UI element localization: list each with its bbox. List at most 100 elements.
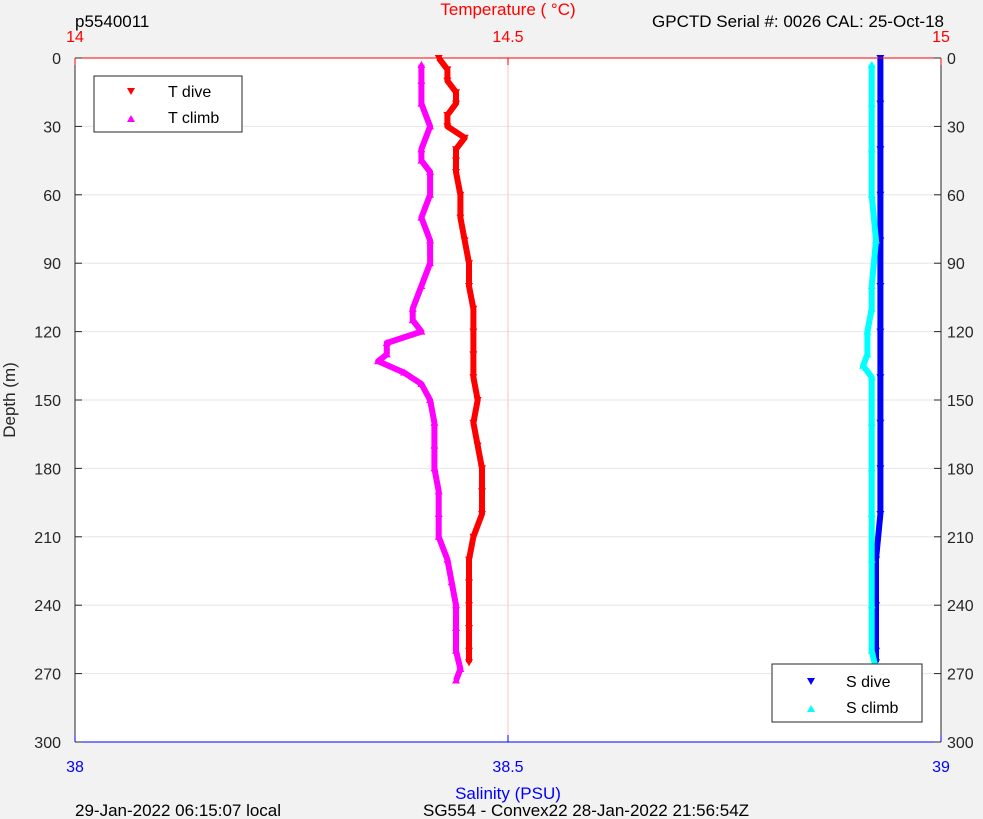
data-point <box>452 646 461 654</box>
data-point <box>434 510 443 517</box>
y-tick-label-left: 90 <box>43 256 61 273</box>
data-point <box>465 647 474 655</box>
top-tick-label: 14.5 <box>492 29 523 46</box>
data-point <box>469 305 478 313</box>
data-point <box>452 157 461 165</box>
data-point <box>443 123 452 131</box>
data-point <box>473 442 482 450</box>
y-tick-label-right: 300 <box>947 735 974 752</box>
legend-salinity-box <box>771 663 923 723</box>
dive-id-label: p5540011 <box>75 12 149 31</box>
y-tick-label-left: 30 <box>43 119 61 136</box>
data-point <box>452 146 461 154</box>
data-point <box>408 316 417 324</box>
data-point <box>426 236 435 244</box>
legend-s-climb-label: S climb <box>846 700 899 717</box>
data-point <box>443 66 452 74</box>
data-point <box>452 89 461 97</box>
data-point <box>443 77 452 85</box>
data-point <box>876 419 885 427</box>
data-point <box>417 380 426 388</box>
data-point <box>465 659 474 667</box>
series-trace <box>375 64 464 682</box>
y-tick-label-left: 180 <box>34 461 61 478</box>
y-tick-label-right: 180 <box>947 461 974 478</box>
legend-s-dive-marker <box>807 678 815 685</box>
data-point <box>863 350 872 358</box>
data-point <box>417 327 426 335</box>
data-point <box>417 76 426 84</box>
data-point <box>863 327 872 335</box>
legend-temperature: T dive T climb <box>93 75 243 133</box>
data-point <box>456 214 465 222</box>
data-point <box>465 579 474 587</box>
data-point <box>876 328 885 336</box>
data-point <box>876 283 885 290</box>
y-axis-title: Depth (m) <box>0 362 19 438</box>
data-point <box>478 511 487 518</box>
data-series <box>374 55 885 684</box>
footer-mission: SG554 - Convex22 28-Jan-2022 21:56:54Z <box>423 801 749 819</box>
data-point <box>867 510 876 517</box>
y-tick-label-left: 210 <box>34 530 61 547</box>
data-point <box>867 464 876 472</box>
axis-ticks: 0 0 30 30 60 60 90 90 120 120 150 150 180 180 210 210 24… <box>34 29 974 776</box>
data-point <box>417 99 426 107</box>
y-tick-label-right: 240 <box>947 598 974 615</box>
data-point <box>447 578 456 586</box>
data-point <box>443 112 452 119</box>
data-point <box>867 601 876 609</box>
y-tick-label-left: 240 <box>34 598 61 615</box>
data-point <box>374 357 383 365</box>
data-point <box>872 236 881 244</box>
y-tick-label-right: 120 <box>947 325 974 342</box>
grid-lines <box>75 58 941 742</box>
legend-s-dive-label: S dive <box>846 674 891 691</box>
data-point <box>452 169 461 176</box>
data-point <box>465 625 474 632</box>
data-point <box>426 396 435 403</box>
data-point <box>456 665 465 673</box>
data-point <box>417 213 426 221</box>
y-tick-label-right: 150 <box>947 393 974 410</box>
data-point <box>426 259 435 267</box>
y-tick-label-right: 60 <box>947 188 965 205</box>
data-point <box>430 418 439 426</box>
footer-timestamp: 29-Jan-2022 06:15:07 local <box>75 801 281 819</box>
data-point <box>876 465 885 473</box>
legend-s-climb-marker <box>807 705 815 712</box>
data-point <box>876 374 885 382</box>
data-point <box>469 533 478 541</box>
data-point <box>867 99 876 107</box>
data-point <box>434 487 443 495</box>
data-point <box>859 361 868 369</box>
y-tick-label-left: 270 <box>34 667 61 684</box>
y-tick-label-left: 0 <box>52 51 61 68</box>
data-point <box>473 397 482 404</box>
data-point <box>426 190 435 198</box>
legend-t-climb-marker <box>127 115 135 122</box>
data-point <box>400 368 409 376</box>
data-point <box>876 191 885 199</box>
y-tick-label-left: 300 <box>34 735 61 752</box>
y-tick-label-right: 0 <box>947 51 956 68</box>
data-point <box>469 374 478 382</box>
data-point <box>867 418 876 426</box>
legend-salinity: S dive S climb <box>771 663 923 723</box>
y-tick-label-right: 210 <box>947 530 974 547</box>
series-s-climb <box>859 60 881 684</box>
top-tick-label: 14 <box>66 29 84 46</box>
data-point <box>452 601 461 609</box>
data-point <box>456 191 465 199</box>
series-t-dive <box>434 55 487 667</box>
data-point <box>867 646 876 654</box>
data-point <box>478 465 487 473</box>
legend-temperature-box <box>93 75 243 133</box>
top-tick-label: 15 <box>932 29 950 46</box>
data-point <box>465 283 474 290</box>
y-tick-label-right: 270 <box>947 667 974 684</box>
data-point <box>430 441 439 449</box>
data-point <box>469 328 478 336</box>
data-point <box>867 555 876 563</box>
